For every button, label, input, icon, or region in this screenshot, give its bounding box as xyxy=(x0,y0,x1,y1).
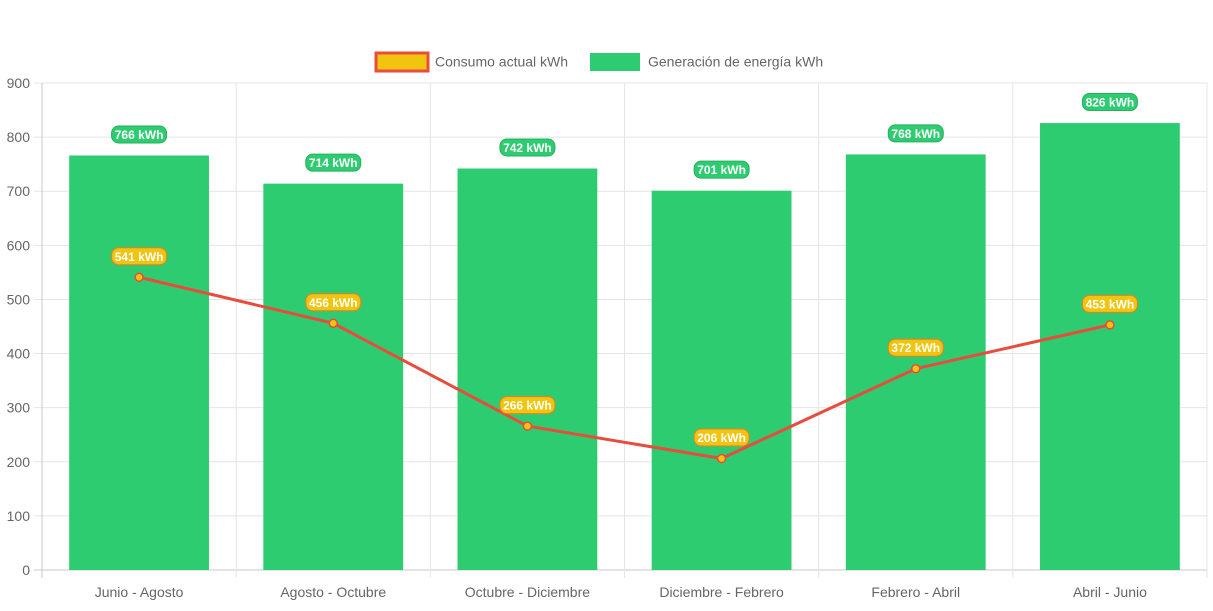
line-value-label: 456 kWh xyxy=(309,296,358,310)
bar-value-label: 742 kWh xyxy=(503,141,552,155)
legend-label-generacion: Generación de energía kWh xyxy=(648,54,823,70)
y-tick-label: 600 xyxy=(7,237,31,253)
line-path xyxy=(138,275,1111,461)
bar-value-label: 714 kWh xyxy=(309,156,358,170)
x-tick-label: Diciembre - Febrero xyxy=(659,584,784,600)
line-value-label-badge xyxy=(305,293,362,312)
grid xyxy=(34,82,1208,578)
line-value-label-badge xyxy=(499,396,556,415)
bar-value-label-badge xyxy=(499,138,556,157)
x-tick-label: Febrero - Abril xyxy=(871,584,960,600)
y-tick-label: 100 xyxy=(7,508,31,524)
y-tick-label: 200 xyxy=(7,454,31,470)
y-tick-label: 300 xyxy=(7,400,31,416)
x-tick-label: Junio - Agosto xyxy=(95,584,184,600)
axes: 0 100 200 300 400 500 600 700 800 900 Junio - Agos… xyxy=(7,75,1147,600)
y-tick-label: 700 xyxy=(7,183,31,199)
bar-value-label: 826 kWh xyxy=(1086,96,1135,110)
y-tick-label: 400 xyxy=(7,346,31,362)
legend-item-generacion[interactable]: Generación de energía kWh xyxy=(590,53,823,71)
bar[interactable] xyxy=(457,168,598,571)
legend-swatch-generacion xyxy=(590,53,640,71)
x-tick-label: Abril - Junio xyxy=(1073,584,1147,600)
bar[interactable] xyxy=(1040,123,1180,570)
line-point[interactable] xyxy=(328,318,338,329)
y-tick-label: 900 xyxy=(7,75,31,91)
line-point[interactable] xyxy=(134,272,144,283)
legend-item-consumo[interactable]: Consumo actual kWh xyxy=(374,51,568,73)
line-point[interactable] xyxy=(911,363,921,374)
bar-value-label: 768 kWh xyxy=(891,127,940,141)
line-point[interactable] xyxy=(716,453,727,464)
bar-value-label-badge xyxy=(887,124,944,143)
bar-value-label-badge xyxy=(693,160,750,179)
line-value-label: 541 kWh xyxy=(115,250,164,264)
line-value-label: 206 kWh xyxy=(697,431,746,445)
bar-value-label: 701 kWh xyxy=(697,163,746,177)
line-value-label-badge xyxy=(693,428,750,447)
legend-label-consumo: Consumo actual kWh xyxy=(435,54,568,70)
bar[interactable] xyxy=(845,154,986,570)
y-tick-label: 800 xyxy=(7,129,31,145)
line-value-label: 453 kWh xyxy=(1086,297,1135,311)
line-series xyxy=(134,272,1115,464)
bar-value-label: 766 kWh xyxy=(115,128,164,142)
line-value-label-badge xyxy=(111,247,168,266)
legend[interactable]: Consumo actual kWh Generación de energía… xyxy=(374,51,823,73)
legend-swatch-consumo xyxy=(374,51,430,73)
x-tick-label: Octubre - Diciembre xyxy=(465,584,590,600)
line-value-label: 372 kWh xyxy=(891,341,940,355)
bar-value-label-badge xyxy=(305,153,362,172)
y-tick-label: 0 xyxy=(22,562,30,578)
line-value-label: 266 kWh xyxy=(503,399,552,413)
x-tick-label: Agosto - Octubre xyxy=(280,584,386,600)
line-point[interactable] xyxy=(522,421,533,431)
bar[interactable] xyxy=(651,190,792,571)
bar-value-label-badge xyxy=(111,125,168,144)
line-point[interactable] xyxy=(1105,320,1115,330)
bar[interactable] xyxy=(69,155,209,570)
y-tick-label: 500 xyxy=(7,291,31,307)
line-value-label-badge xyxy=(887,338,944,357)
bar-value-label-badge xyxy=(1081,93,1138,112)
bar[interactable] xyxy=(263,183,404,570)
bars xyxy=(69,123,1180,571)
data-labels: 766 kWh 714 kWh 742 kWh 701 kWh 768 kWh 826 k… xyxy=(111,93,1138,447)
line-value-label-badge xyxy=(1081,294,1138,313)
